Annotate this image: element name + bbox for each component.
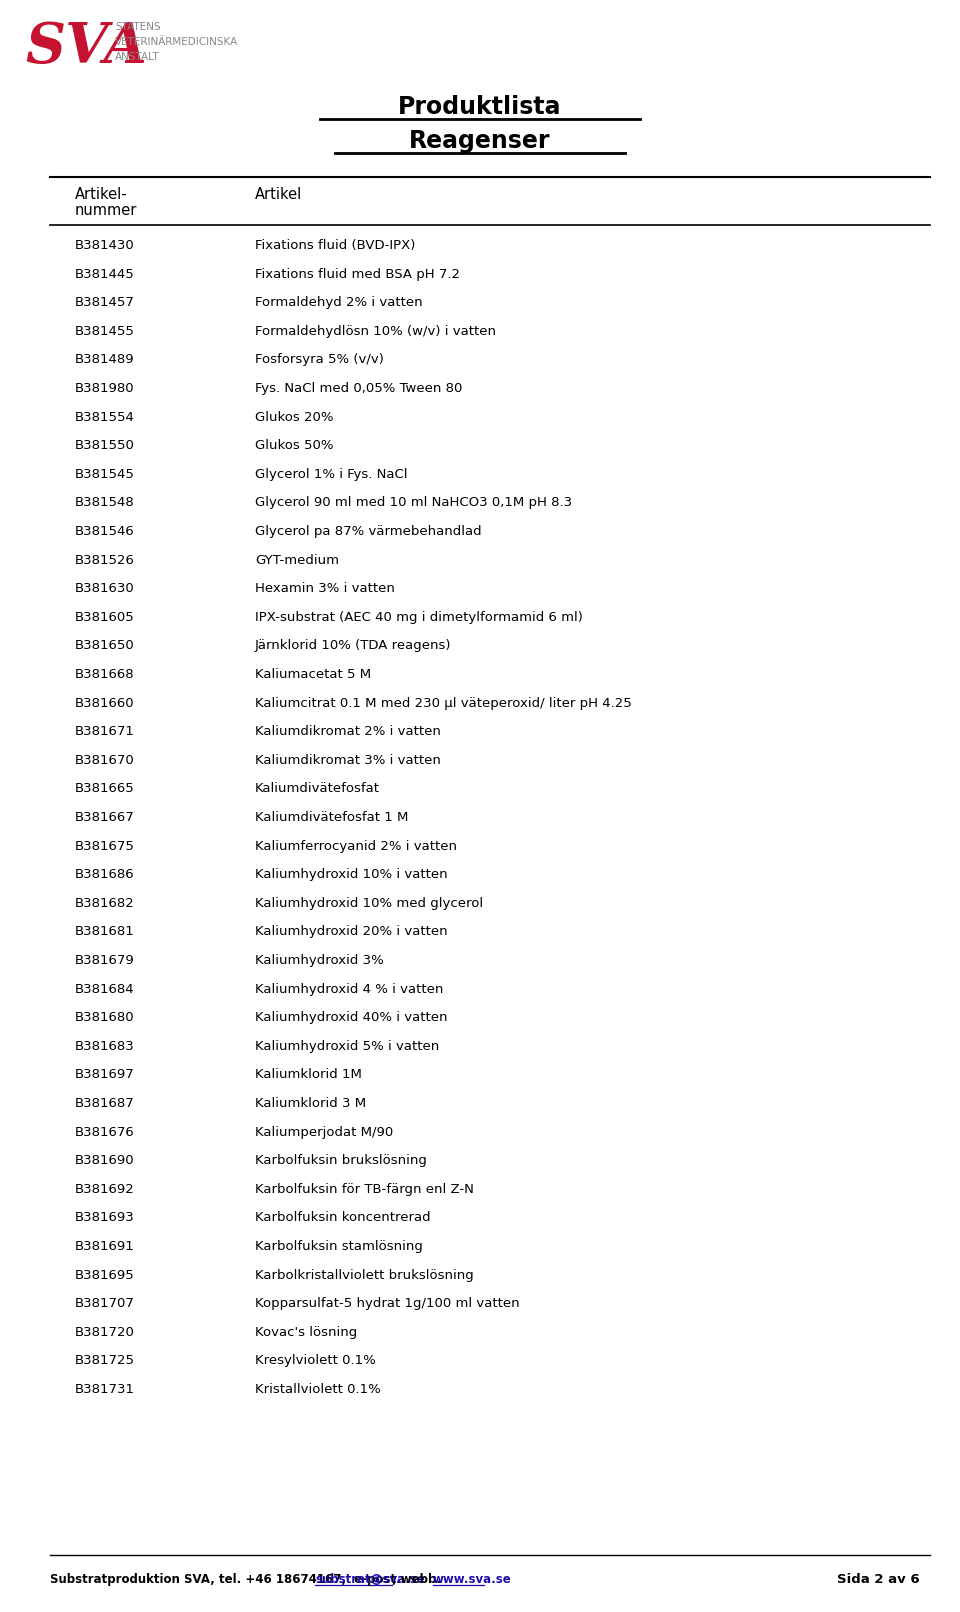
Text: B381682: B381682 <box>75 896 134 909</box>
Text: STATENS: STATENS <box>115 23 160 32</box>
Text: Kaliumdivätefosfat: Kaliumdivätefosfat <box>255 782 380 795</box>
Text: B381679: B381679 <box>75 954 134 967</box>
Text: Kaliumperjodat M/90: Kaliumperjodat M/90 <box>255 1125 394 1138</box>
Text: B381457: B381457 <box>75 297 134 310</box>
Text: Glukos 20%: Glukos 20% <box>255 411 333 424</box>
Text: B381554: B381554 <box>75 411 134 424</box>
Text: Kopparsulfat-5 hydrat 1g/100 ml vatten: Kopparsulfat-5 hydrat 1g/100 ml vatten <box>255 1298 519 1311</box>
Text: ANSTALT: ANSTALT <box>115 52 159 61</box>
Text: Artikel: Artikel <box>255 187 302 202</box>
Text: Karbolfuksin koncentrerad: Karbolfuksin koncentrerad <box>255 1211 431 1225</box>
Text: B381697: B381697 <box>75 1069 134 1082</box>
Text: B381668: B381668 <box>75 667 134 680</box>
Text: Sida 2 av 6: Sida 2 av 6 <box>837 1573 920 1586</box>
Text: Kaliumacetat 5 M: Kaliumacetat 5 M <box>255 667 372 680</box>
Text: Karbolfuksin brukslösning: Karbolfuksin brukslösning <box>255 1154 427 1167</box>
Text: Karbolkristallviolett brukslösning: Karbolkristallviolett brukslösning <box>255 1269 473 1282</box>
Text: nummer: nummer <box>75 203 137 218</box>
Text: Glycerol 90 ml med 10 ml NaHCO3 0,1M pH 8.3: Glycerol 90 ml med 10 ml NaHCO3 0,1M pH … <box>255 496 572 509</box>
Text: Kaliumferrocyanid 2% i vatten: Kaliumferrocyanid 2% i vatten <box>255 840 457 853</box>
Text: B381667: B381667 <box>75 811 134 824</box>
Text: B381695: B381695 <box>75 1269 134 1282</box>
Text: www.sva.se: www.sva.se <box>433 1573 512 1586</box>
Text: Fosforsyra 5% (v/v): Fosforsyra 5% (v/v) <box>255 353 384 366</box>
Text: Kristallviolett 0.1%: Kristallviolett 0.1% <box>255 1383 381 1396</box>
Text: Formaldehydlösn 10% (w/v) i vatten: Formaldehydlösn 10% (w/v) i vatten <box>255 324 496 339</box>
Text: IPX-substrat (AEC 40 mg i dimetylformamid 6 ml): IPX-substrat (AEC 40 mg i dimetylformami… <box>255 611 583 624</box>
Text: Hexamin 3% i vatten: Hexamin 3% i vatten <box>255 582 395 595</box>
Text: B381691: B381691 <box>75 1240 134 1253</box>
Text: Karbolfuksin stamlösning: Karbolfuksin stamlösning <box>255 1240 422 1253</box>
Text: Glukos 50%: Glukos 50% <box>255 438 333 453</box>
Text: Kaliumhydroxid 10% med glycerol: Kaliumhydroxid 10% med glycerol <box>255 896 483 909</box>
Text: Fys. NaCl med 0,05% Tween 80: Fys. NaCl med 0,05% Tween 80 <box>255 382 463 395</box>
Text: Kresylviolett 0.1%: Kresylviolett 0.1% <box>255 1354 375 1367</box>
Text: B381681: B381681 <box>75 925 134 938</box>
Text: B381665: B381665 <box>75 782 134 795</box>
Text: B381731: B381731 <box>75 1383 135 1396</box>
Text: Kaliumdikromat 3% i vatten: Kaliumdikromat 3% i vatten <box>255 754 441 767</box>
Text: B381680: B381680 <box>75 1011 134 1024</box>
Text: B381670: B381670 <box>75 754 134 767</box>
Text: , webb.: , webb. <box>392 1573 444 1586</box>
Text: Kaliumhydroxid 20% i vatten: Kaliumhydroxid 20% i vatten <box>255 925 447 938</box>
Text: Formaldehyd 2% i vatten: Formaldehyd 2% i vatten <box>255 297 422 310</box>
Text: B381980: B381980 <box>75 382 134 395</box>
Text: VETERINÄRMEDICINSKA: VETERINÄRMEDICINSKA <box>115 37 238 47</box>
Text: Glycerol 1% i Fys. NaCl: Glycerol 1% i Fys. NaCl <box>255 467 407 480</box>
Text: B381720: B381720 <box>75 1325 134 1340</box>
Text: B381546: B381546 <box>75 526 134 538</box>
Text: B381545: B381545 <box>75 467 134 480</box>
Text: Kaliumhydroxid 4 % i vatten: Kaliumhydroxid 4 % i vatten <box>255 983 444 996</box>
Text: Produktlista: Produktlista <box>398 95 562 119</box>
Text: Fixations fluid (BVD-IPX): Fixations fluid (BVD-IPX) <box>255 239 416 251</box>
Text: Glycerol pa 87% värmebehandlad: Glycerol pa 87% värmebehandlad <box>255 526 482 538</box>
Text: B381671: B381671 <box>75 725 134 738</box>
Text: Kovac's lösning: Kovac's lösning <box>255 1325 357 1340</box>
Text: Kaliumklorid 1M: Kaliumklorid 1M <box>255 1069 362 1082</box>
Text: Kaliumhydroxid 3%: Kaliumhydroxid 3% <box>255 954 384 967</box>
Text: B381489: B381489 <box>75 353 134 366</box>
Text: Kaliumklorid 3 M: Kaliumklorid 3 M <box>255 1098 366 1111</box>
Text: Artikel-: Artikel- <box>75 187 128 202</box>
Text: Kaliumhydroxid 5% i vatten: Kaliumhydroxid 5% i vatten <box>255 1040 440 1053</box>
Text: B381687: B381687 <box>75 1098 134 1111</box>
Text: Kaliumhydroxid 10% i vatten: Kaliumhydroxid 10% i vatten <box>255 869 447 882</box>
Text: B381692: B381692 <box>75 1183 134 1196</box>
Text: Kaliumcitrat 0.1 M med 230 µl väteperoxid/ liter pH 4.25: Kaliumcitrat 0.1 M med 230 µl väteperoxi… <box>255 696 632 709</box>
Text: B381430: B381430 <box>75 239 134 251</box>
Text: B381605: B381605 <box>75 611 134 624</box>
Text: Järnklorid 10% (TDA reagens): Järnklorid 10% (TDA reagens) <box>255 640 451 653</box>
Text: B381684: B381684 <box>75 983 134 996</box>
Text: B381650: B381650 <box>75 640 134 653</box>
Text: B381630: B381630 <box>75 582 134 595</box>
Text: Kaliumdikromat 2% i vatten: Kaliumdikromat 2% i vatten <box>255 725 441 738</box>
Text: Karbolfuksin för TB-färgn enl Z-N: Karbolfuksin för TB-färgn enl Z-N <box>255 1183 474 1196</box>
Text: B381660: B381660 <box>75 696 134 709</box>
Text: B381675: B381675 <box>75 840 134 853</box>
Text: SVA: SVA <box>25 19 147 76</box>
Text: B381550: B381550 <box>75 438 134 453</box>
Text: Fixations fluid med BSA pH 7.2: Fixations fluid med BSA pH 7.2 <box>255 268 460 280</box>
Text: GYT-medium: GYT-medium <box>255 553 339 566</box>
Text: B381548: B381548 <box>75 496 134 509</box>
Text: B381725: B381725 <box>75 1354 135 1367</box>
Text: B381690: B381690 <box>75 1154 134 1167</box>
Text: substrat@sva.se: substrat@sva.se <box>315 1573 425 1586</box>
Text: B381526: B381526 <box>75 553 134 566</box>
Text: B381707: B381707 <box>75 1298 134 1311</box>
Text: B381455: B381455 <box>75 324 134 339</box>
Text: B381676: B381676 <box>75 1125 134 1138</box>
Text: B381445: B381445 <box>75 268 134 280</box>
Text: Reagenser: Reagenser <box>409 129 551 153</box>
Text: Kaliumdivätefosfat 1 M: Kaliumdivätefosfat 1 M <box>255 811 408 824</box>
Text: B381693: B381693 <box>75 1211 134 1225</box>
Text: B381686: B381686 <box>75 869 134 882</box>
Text: Substratproduktion SVA, tel. +46 18674167,  e-post.: Substratproduktion SVA, tel. +46 1867416… <box>50 1573 405 1586</box>
Text: Kaliumhydroxid 40% i vatten: Kaliumhydroxid 40% i vatten <box>255 1011 447 1024</box>
Text: B381683: B381683 <box>75 1040 134 1053</box>
